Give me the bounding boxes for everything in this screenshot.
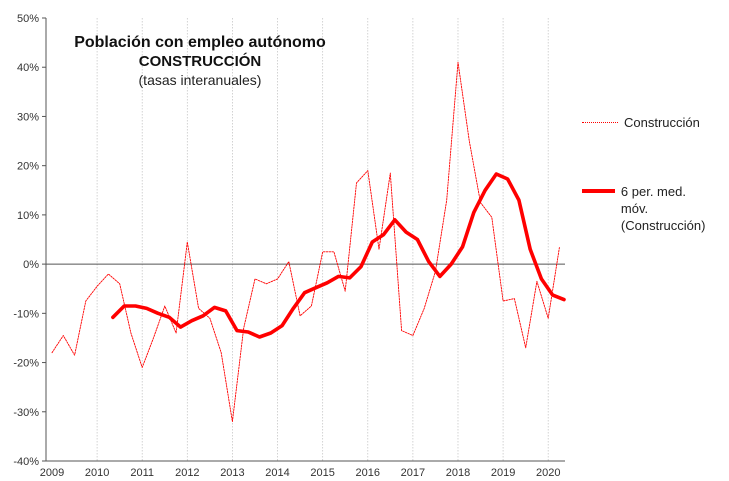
legend-item-construccion: Construcción xyxy=(582,114,700,131)
x-tick-label-2019: 2019 xyxy=(491,467,515,479)
y-tick-label-6: 20% xyxy=(17,161,39,173)
x-tick-label-2010: 2010 xyxy=(85,467,109,479)
legend-item-moving-average: 6 per. med. móv. (Construcción) xyxy=(582,183,709,234)
x-tick-label-2013: 2013 xyxy=(220,467,244,479)
chart-title: Población con empleo autónomo CONSTRUCCI… xyxy=(60,33,340,90)
legend-swatch-thick xyxy=(582,189,615,193)
x-tick-labels: 2009 2010 2011 2012 2013 2014 2015 2016 2017 2018… xyxy=(40,467,561,479)
y-tick-label-0: -40% xyxy=(13,456,39,468)
series-lines xyxy=(51,61,566,423)
series-line-moving-average xyxy=(111,172,566,339)
y-tick-label-5: 10% xyxy=(17,210,39,222)
y-tick-label-1: -30% xyxy=(13,407,39,419)
legend-label-moving-average: 6 per. med. móv. (Construcción) xyxy=(620,184,706,233)
x-tick-label-2017: 2017 xyxy=(401,467,425,479)
x-tick-label-2018: 2018 xyxy=(446,467,470,479)
x-tick-label-2015: 2015 xyxy=(310,467,334,479)
chart-title-main: Población con empleo autónomo xyxy=(74,34,326,51)
legend-label-construccion: Construcción xyxy=(624,115,700,130)
y-tick-label-9: 50% xyxy=(17,13,39,25)
chart-title-sector: CONSTRUCCIÓN xyxy=(138,53,262,70)
x-tick-label-2016: 2016 xyxy=(356,467,380,479)
series-line-construccion xyxy=(51,61,560,423)
y-tick-labels: -40% -30% -20% -10% 0% 10% 20% 30% 40% 50% xyxy=(13,13,39,468)
x-tick-label-2014: 2014 xyxy=(265,467,289,479)
y-tick-label-7: 30% xyxy=(17,111,39,123)
y-tick-label-3: -10% xyxy=(13,308,39,320)
grid-lines xyxy=(96,18,549,461)
x-tick-label-2012: 2012 xyxy=(175,467,199,479)
axes xyxy=(42,17,565,462)
legend-swatch-thin xyxy=(582,122,618,123)
y-tick-label-4: 0% xyxy=(23,259,39,271)
y-tick-label-8: 40% xyxy=(17,62,39,74)
chart-subtitle: (tasas interanuales) xyxy=(138,72,262,88)
x-tick-label-2020: 2020 xyxy=(536,467,560,479)
y-tick-label-2: -20% xyxy=(13,358,39,370)
x-tick-label-2009: 2009 xyxy=(40,467,64,479)
x-tick-label-2011: 2011 xyxy=(130,467,154,479)
